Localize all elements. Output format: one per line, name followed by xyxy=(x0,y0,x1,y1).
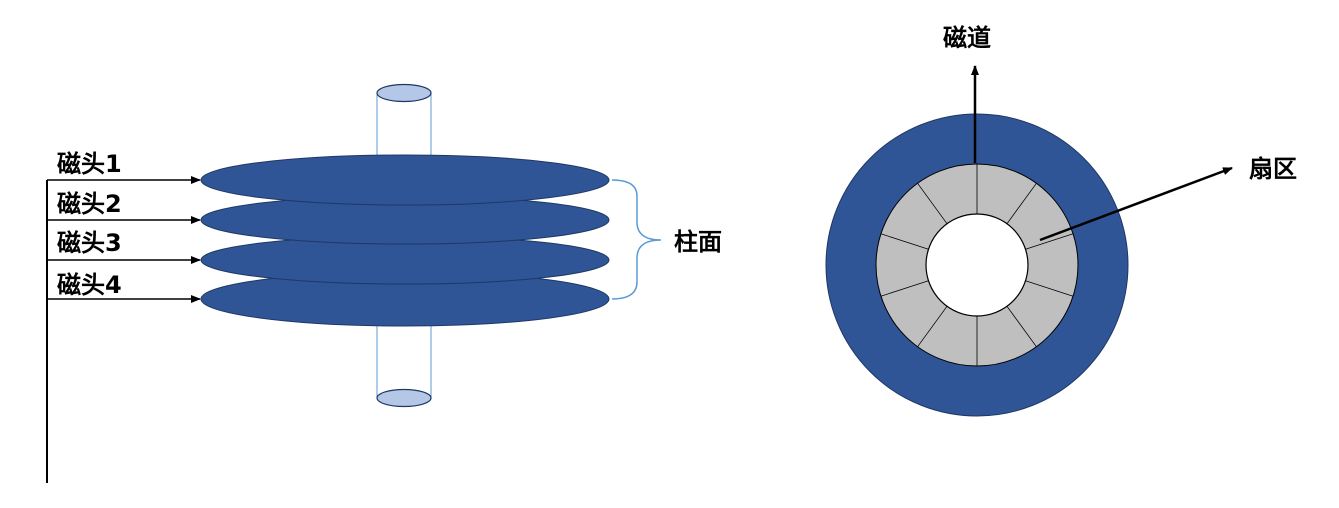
sector-divider xyxy=(917,183,948,224)
spindle xyxy=(376,83,432,408)
sector-divider xyxy=(1006,306,1037,347)
sector-label: 扇区 xyxy=(1249,155,1297,183)
sector-divider xyxy=(880,233,929,250)
spindle-top-cap xyxy=(376,83,432,103)
platter-stack-diagram: 磁头1 磁头2 磁头3 磁头4 柱面 xyxy=(46,83,722,483)
sector-divider xyxy=(880,280,929,297)
cylinder-bracket xyxy=(611,179,662,300)
disk-center-hole xyxy=(925,213,1029,317)
head-label-2: 磁头2 xyxy=(57,190,122,218)
head-label-3: 磁头3 xyxy=(57,229,122,257)
head-label-1: 磁头1 xyxy=(57,150,122,178)
sector-divider xyxy=(917,306,948,347)
head-label-4: 磁头4 xyxy=(57,271,122,299)
disk-surface-diagram: 磁道 扇区 xyxy=(825,24,1297,417)
sector-arrow xyxy=(1039,166,1233,242)
track-label: 磁道 xyxy=(943,24,991,52)
sector-divider xyxy=(1006,183,1037,224)
head-arm xyxy=(46,176,201,483)
platter-1 xyxy=(200,154,610,206)
cylinder-label: 柱面 xyxy=(674,228,722,256)
sector-dividers xyxy=(880,164,1074,366)
sector-divider xyxy=(1025,233,1074,250)
spindle-bottom-cap xyxy=(376,388,432,408)
sector-divider xyxy=(1025,280,1074,297)
